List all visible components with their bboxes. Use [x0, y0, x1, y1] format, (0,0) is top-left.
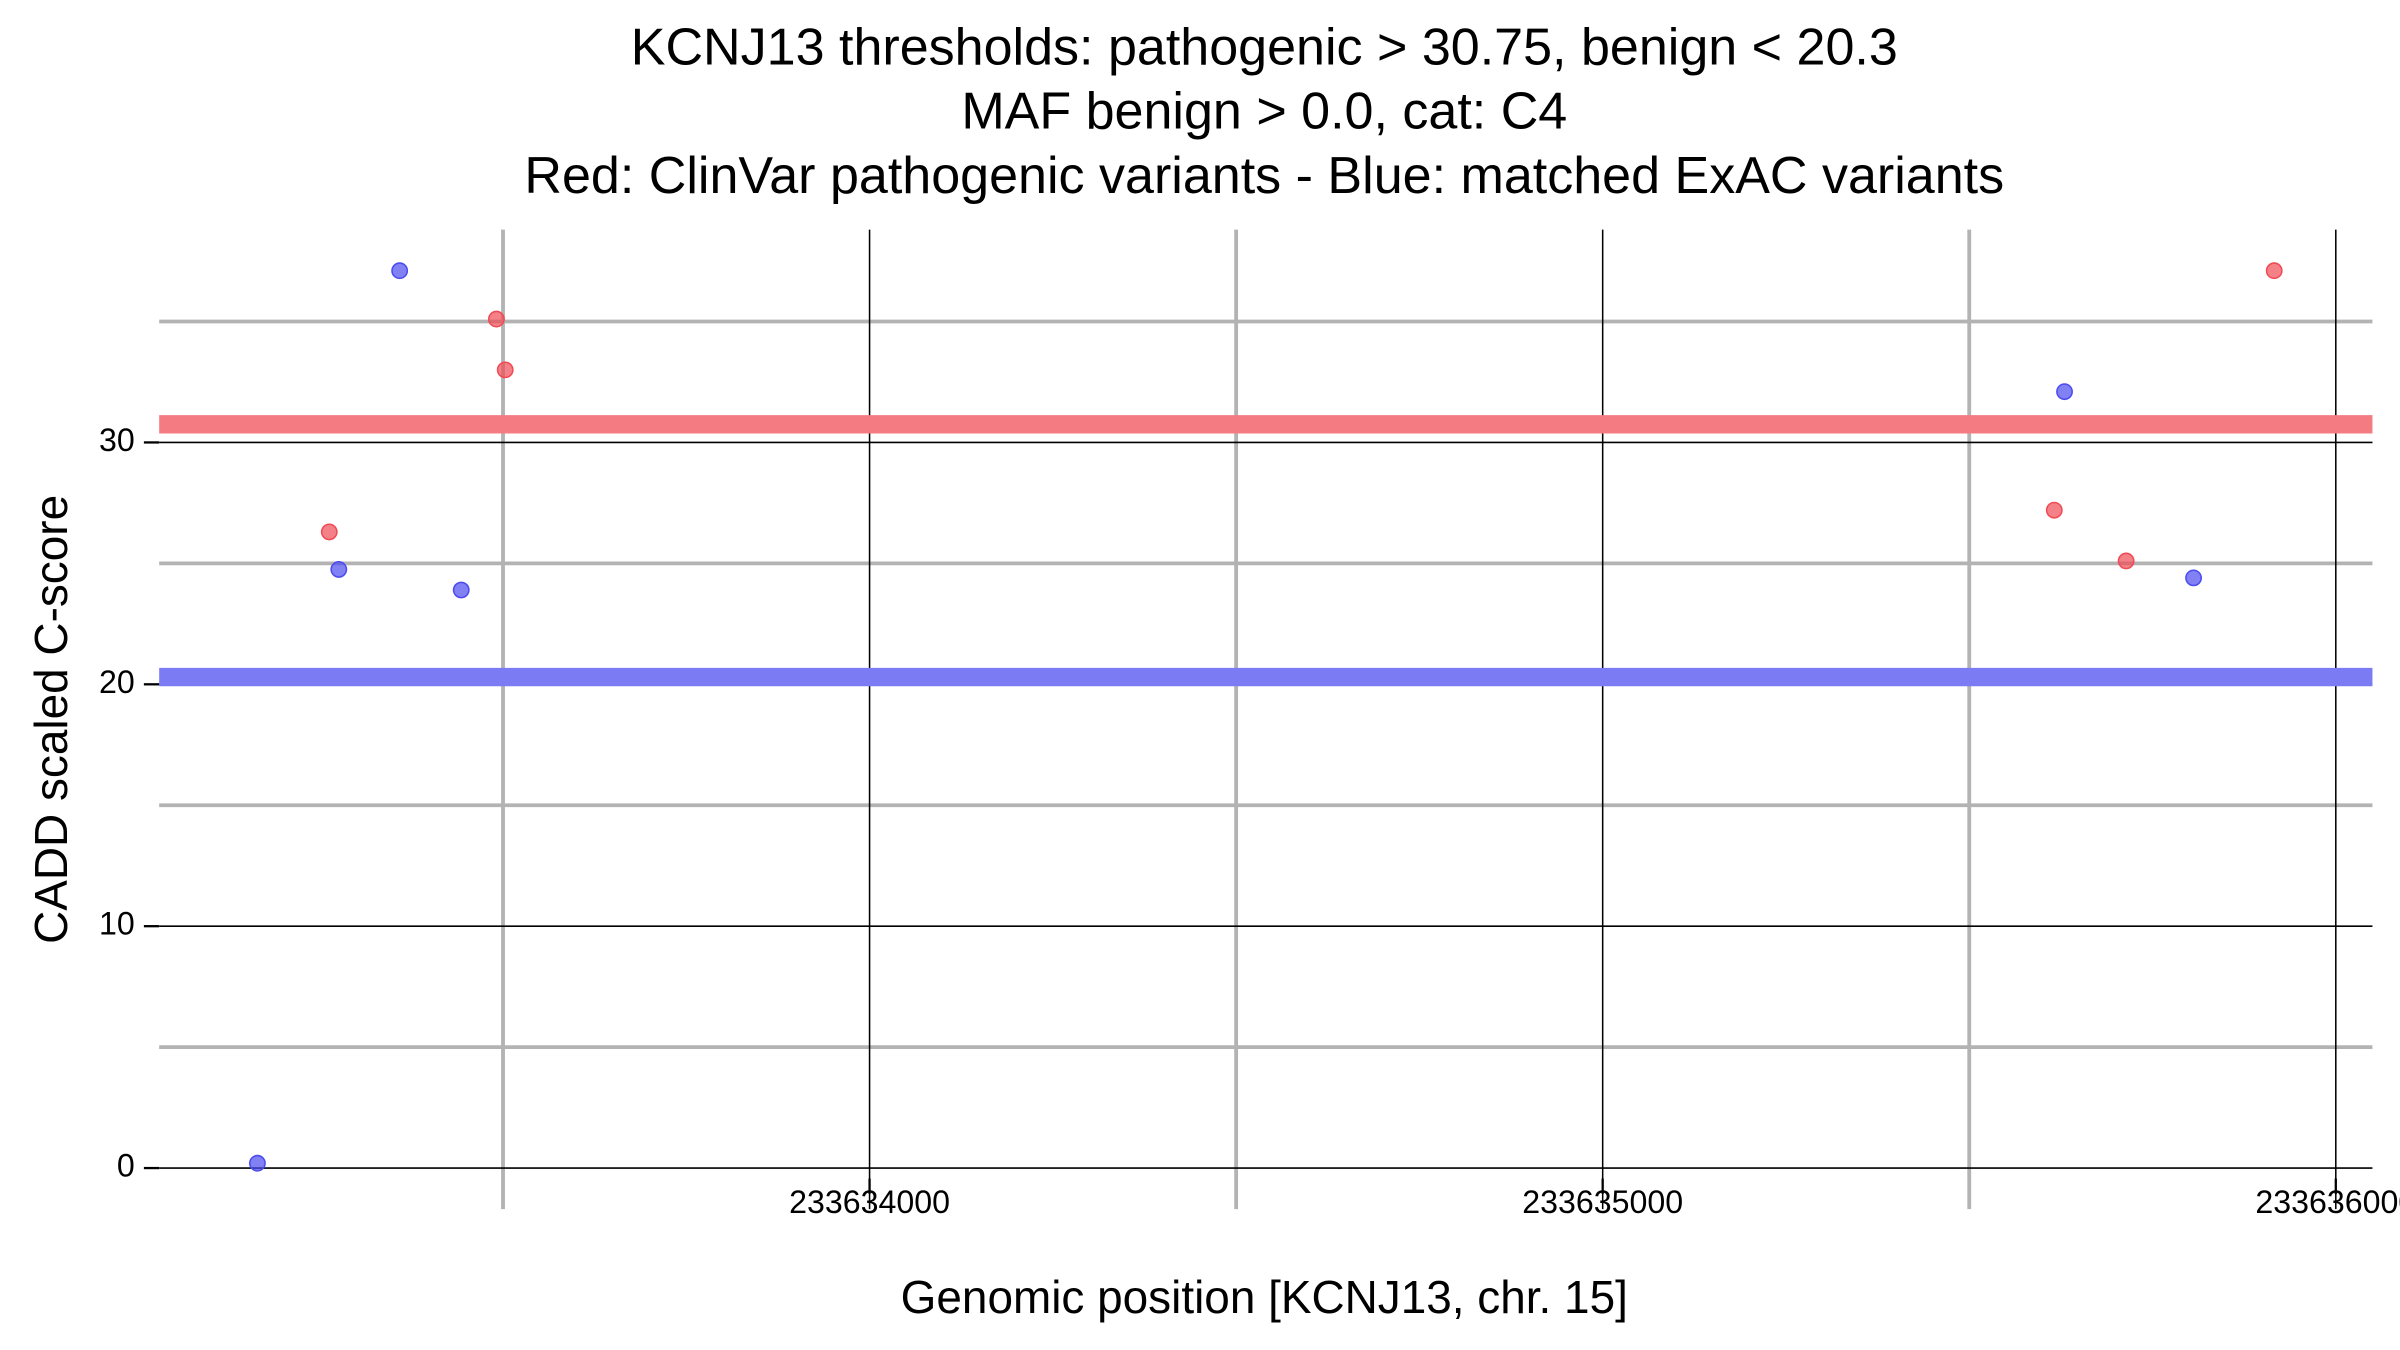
point	[2056, 383, 2073, 401]
grid: 0 10 20 30 233634000 233635000 233636000	[99, 229, 2400, 1220]
y-axis-title: CADD scaled C-score	[25, 495, 77, 944]
chart-title: KCNJ13 thresholds: pathogenic > 30.75, b…	[631, 18, 1898, 76]
point	[320, 523, 338, 541]
y-tick-label: 20	[99, 664, 135, 700]
point	[2185, 569, 2202, 587]
y-tick-label: 0	[117, 1148, 135, 1184]
x-axis-title: Genomic position [KCNJ13, chr. 15]	[901, 1271, 1628, 1323]
marks	[159, 262, 2373, 1172]
point	[330, 561, 348, 578]
point	[2265, 262, 2283, 280]
x-tick-label: 233636000	[2255, 1184, 2400, 1220]
point	[249, 1154, 266, 1172]
y-tick-label: 10	[99, 906, 135, 942]
y-tick-label: 30	[99, 422, 135, 458]
x-tick-label: 233635000	[1522, 1184, 1683, 1220]
chart-title: Red: ClinVar pathogenic variants - Blue:…	[524, 147, 2004, 205]
point	[496, 361, 514, 379]
point	[391, 262, 409, 280]
chart-title: MAF benign > 0.0, cat: C4	[961, 83, 1567, 141]
x-tick-label: 233634000	[789, 1184, 950, 1220]
point	[2117, 552, 2135, 570]
point	[2045, 501, 2063, 519]
point	[452, 581, 470, 599]
point	[487, 310, 505, 328]
